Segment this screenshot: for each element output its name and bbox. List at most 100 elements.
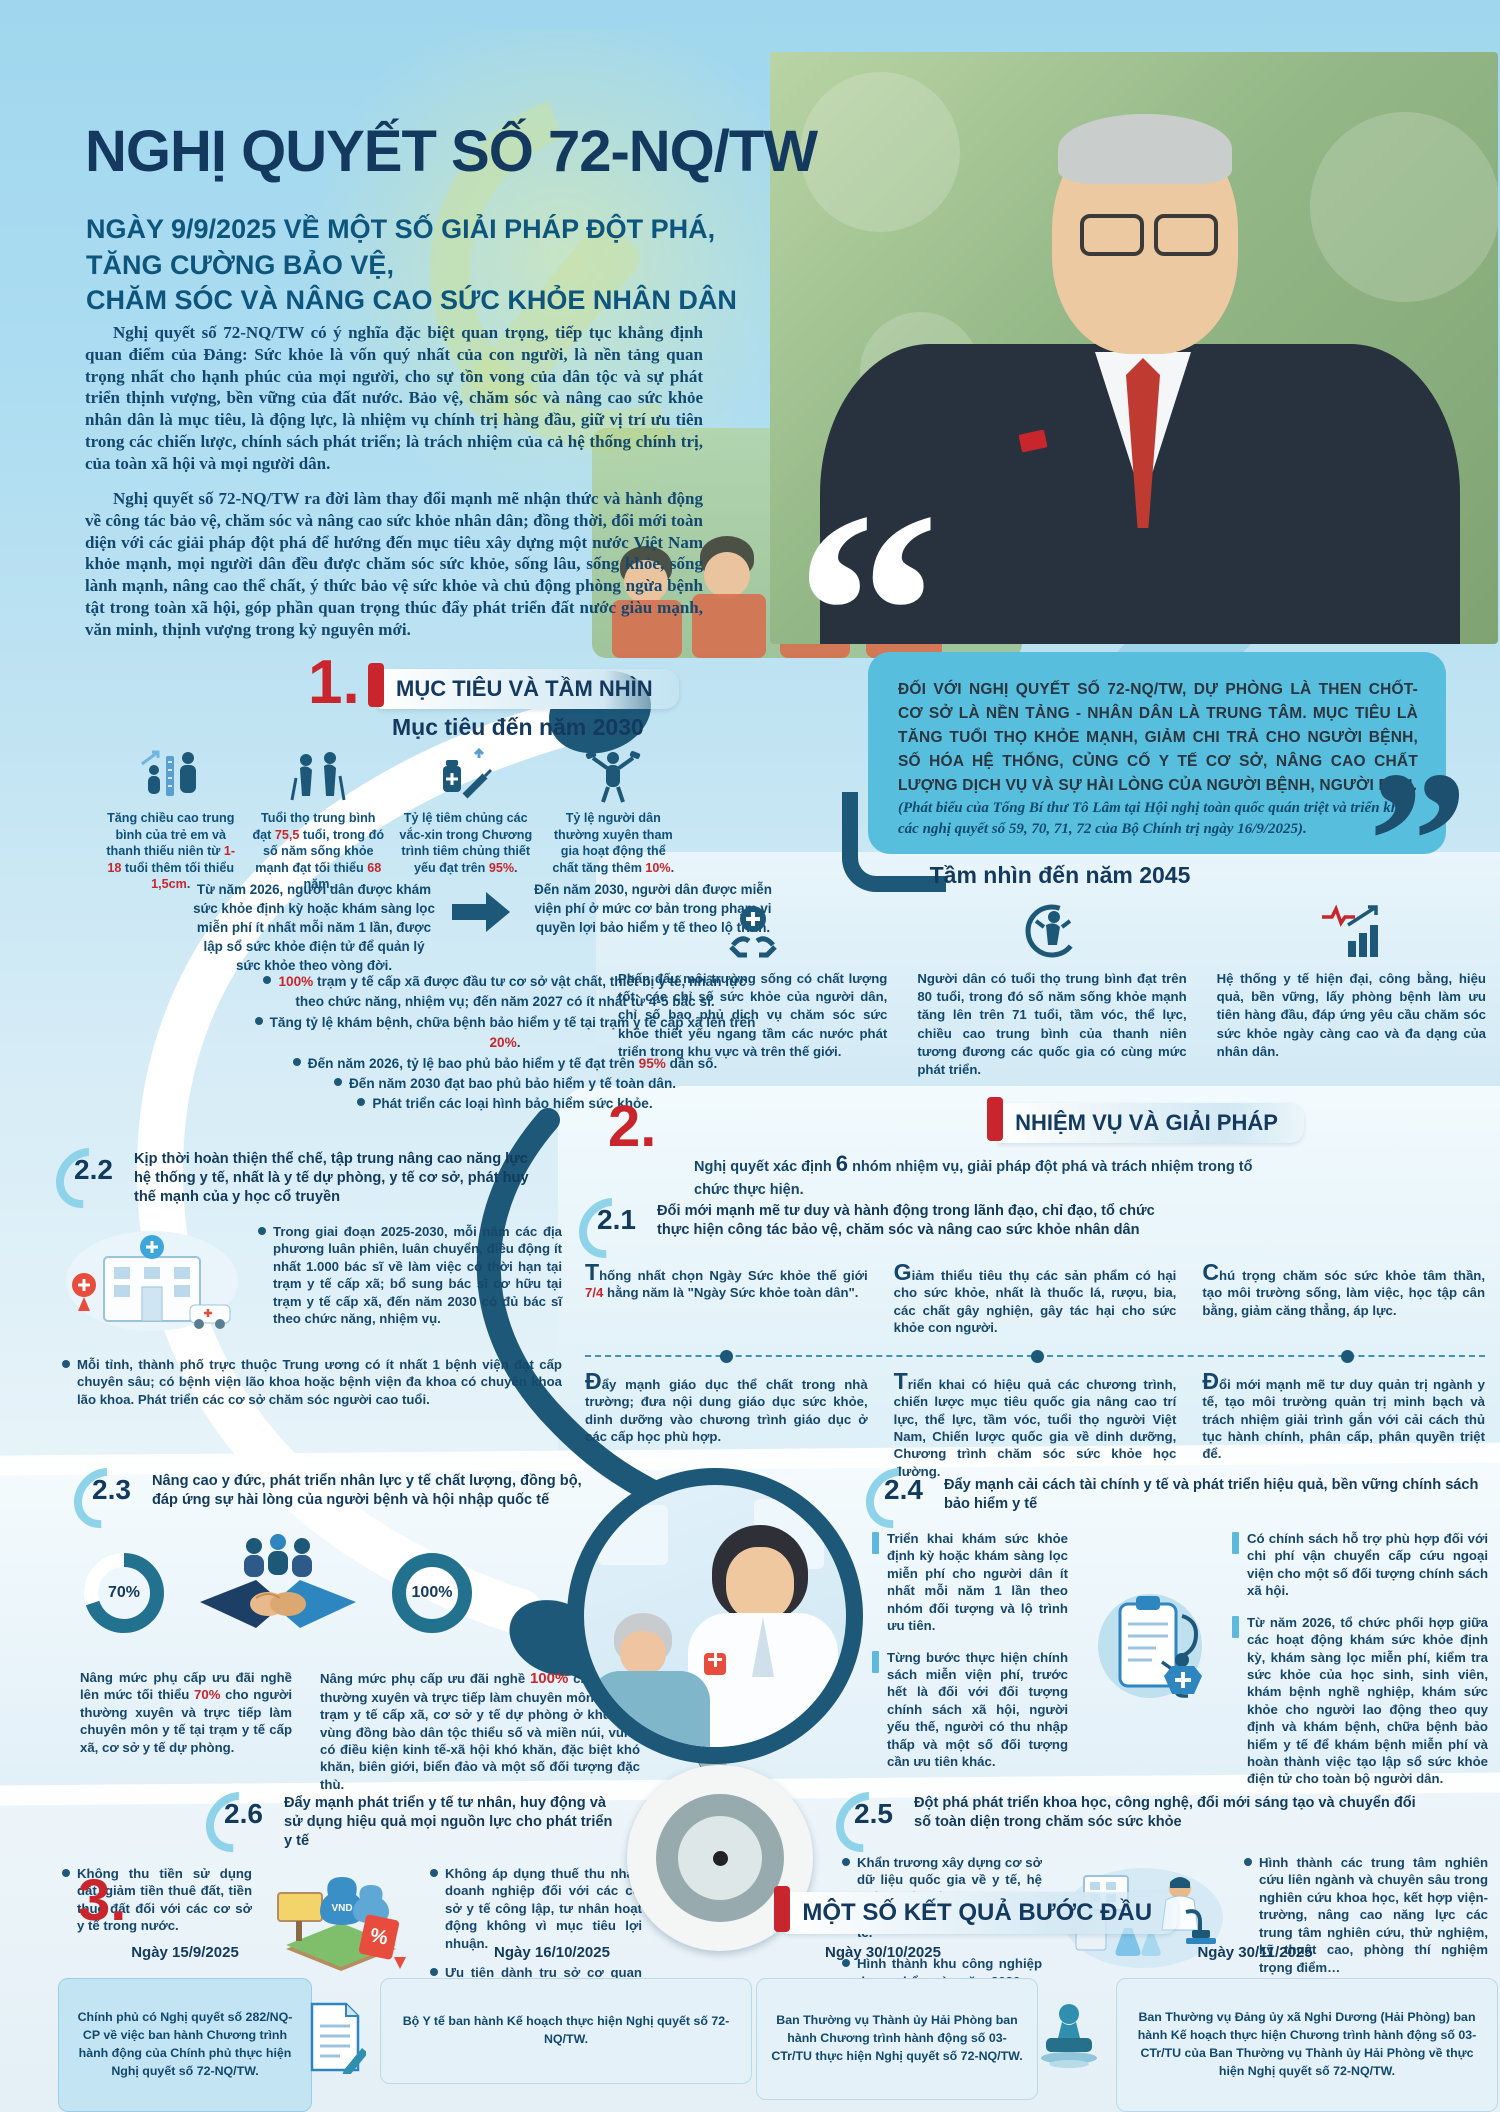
s24-bullet: Từ năm 2026, tổ chức phối hợp giữa các h… xyxy=(1232,1614,1488,1788)
s21-item: Đẩy mạnh giáo dục thể chất trong nhà trư… xyxy=(585,1367,868,1444)
vision-text: Phấn đấu môi trường sống có chất lượng t… xyxy=(618,971,888,1059)
vision-title: Tầm nhìn đến năm 2045 xyxy=(929,862,1191,888)
section3-number: 3. xyxy=(78,1868,127,1933)
quote-text: ĐỐI VỚI NGHỊ QUYẾT SỐ 72-NQ/TW, DỰ PHÒNG… xyxy=(898,681,1418,795)
s24-bullet: Có chính sách hỗ trợ phù hợp đối với chi… xyxy=(1232,1530,1488,1600)
subsection-2-5: 2.5 Đột phá phát triển khoa học, công ng… xyxy=(842,1792,1488,1990)
section3-header: MỘT SỐ KẾT QUẢ BƯỚC ĐẦU xyxy=(774,1886,1179,1934)
vision-panel xyxy=(596,852,1500,1092)
subsection-title: Đột phá phát triển khoa học, công nghệ, … xyxy=(914,1795,1416,1830)
quote-attribution: (Phát biểu của Tổng Bí thư Tô Lâm tại Hộ… xyxy=(898,800,1411,838)
quote-box: ĐỐI VỚI NGHỊ QUYẾT SỐ 72-NQ/TW, DỰ PHÒNG… xyxy=(868,652,1446,855)
glasses-icon xyxy=(1080,214,1218,256)
subsection-2-3: 2.3 Nâng cao y đức, phát triển nhân lực … xyxy=(80,1468,640,1793)
goal-text: Tỷ lệ người dân thường xuyên tham gia ho… xyxy=(552,811,675,875)
doctor-patient-illustration xyxy=(567,1468,863,1764)
health-chart-icon xyxy=(1217,898,1486,964)
goal-item: Tuổi thọ trung bình đạt 75,5 tuổi, trong… xyxy=(252,742,386,893)
medical-cross-hands-icon xyxy=(618,898,887,964)
timeline-date: Ngày 16/10/2025 xyxy=(494,1944,610,1961)
vision-item: Phấn đấu môi trường sống có chất lượng t… xyxy=(618,898,887,1079)
svg-text:%: % xyxy=(368,1924,390,1949)
timeline-box: Ban Thường vụ Đảng ủy xã Nghi Dương (Hải… xyxy=(1116,1978,1498,2112)
subsection-2-4: 2.4 Đẩy mạnh cải cách tài chính y tế và … xyxy=(872,1468,1488,1788)
vision-row: Phấn đấu môi trường sống có chất lượng t… xyxy=(618,898,1486,1079)
badge-2-3: 2.3 xyxy=(80,1468,138,1518)
vision-item: Người dân có tuổi thọ trung bình đạt trê… xyxy=(917,898,1187,1079)
vaccine-icon xyxy=(399,742,533,804)
s21-item: Chú trọng chăm sóc sức khỏe tâm thần, tạ… xyxy=(1202,1259,1486,1318)
timeline-box: Ban Thường vụ Thành ủy Hải Phòng ban hàn… xyxy=(756,1978,1038,2100)
exercise-icon xyxy=(547,742,681,804)
goals-row: Tăng chiều cao trung bình của trẻ em và … xyxy=(104,742,680,893)
dotted-divider xyxy=(585,1349,1485,1363)
subsection-title: Kịp thời hoàn thiện thể chế, tập trung n… xyxy=(134,1151,529,1205)
money-land-icon: VND% xyxy=(266,1865,416,1982)
s21-row1: Thống nhất chọn Ngày Sức khỏe thế giới 7… xyxy=(585,1259,1486,1337)
s22-bullet: Mỗi tỉnh, thành phố trực thuộc Trung ươn… xyxy=(62,1356,562,1408)
vision-text: Người dân có tuổi thọ trung bình đạt trê… xyxy=(917,971,1187,1078)
goal-text: Tỷ lệ tiêm chủng các vắc-xin trong Chươn… xyxy=(399,811,533,875)
subsection-2-1: 2.1 Đổi mới mạnh mẽ tư duy và hành động … xyxy=(585,1198,1485,1480)
subsection-title: Đẩy mạnh phát triển y tế tư nhân, huy độ… xyxy=(284,1795,613,1849)
timeline-date: Ngày 30/11/2025 xyxy=(1197,1944,1313,1961)
section1-header: MỤC TIÊU VÀ TẦM NHÌN xyxy=(368,663,679,709)
section2-intro: Nghị quyết xác định 6 nhóm nhiệm vụ, giả… xyxy=(694,1151,1253,1198)
timeline-date: Ngày 30/10/2025 xyxy=(825,1944,941,1961)
svg-text:VND: VND xyxy=(331,1903,352,1914)
badge-2-5: 2.5 xyxy=(842,1792,900,1842)
s26-bullet: Không thu tiền sử dụng đất, giảm tiền th… xyxy=(62,1865,252,1935)
page-title: NGHỊ QUYẾT SỐ 72-NQ/TW xyxy=(85,119,818,184)
donut-100-icon: 100% xyxy=(388,1549,476,1637)
timeline-box: Bộ Y tế ban hành Kế hoạch thực hiện Nghị… xyxy=(380,1978,752,2084)
portrait-photo xyxy=(770,52,1498,644)
s21-item: Giảm thiểu tiêu thụ các sản phẩm có hại … xyxy=(893,1259,1177,1336)
goal-item: Tỷ lệ tiêm chủng các vắc-xin trong Chươn… xyxy=(399,742,533,893)
badge-2-6: 2.6 xyxy=(212,1792,270,1842)
hospital-icon xyxy=(62,1223,242,1340)
vision-text: Hệ thống y tế hiện đại, công bằng, hiệu … xyxy=(1216,971,1486,1059)
subsection-title: Đẩy mạnh cải cách tài chính y tế và phát… xyxy=(944,1477,1479,1512)
arrow-right-icon xyxy=(452,892,512,932)
open-quote-icon: “ xyxy=(795,452,940,773)
s24-bullet: Triển khai khám sức khỏe định kỳ hoặc kh… xyxy=(872,1530,1068,1635)
section1-subtitle: Mục tiêu đến năm 2030 xyxy=(392,714,644,740)
s25-bullet: Hình thành các trung tâm nghiên cứu liên… xyxy=(1244,1854,1488,1976)
s21-item: Triển khai có hiệu quả các chương trình,… xyxy=(893,1367,1177,1479)
face xyxy=(1052,114,1238,354)
page-subtitle: NGÀY 9/9/2025 VỀ MỘT SỐ GIẢI PHÁP ĐỘT PH… xyxy=(86,214,737,316)
goal-item: Tăng chiều cao trung bình của trẻ em và … xyxy=(104,742,238,893)
stamp-icon xyxy=(1036,2002,1102,2077)
height-growth-icon xyxy=(104,742,238,804)
close-quote-icon: ” xyxy=(1368,731,1468,952)
s23-text-70: Nâng mức phụ cấp ưu đãi nghề lên mức tối… xyxy=(80,1670,292,1755)
s22-bullet: Trong giai đoạn 2025-2030, mỗi năm các đ… xyxy=(258,1223,562,1328)
section2-header: NHIỆM VỤ VÀ GIẢI PHÁP xyxy=(987,1097,1304,1143)
s26-bullet: Không áp dụng thuế thu nhập doanh nghiệp… xyxy=(430,1865,642,1952)
badge-2-2: 2.2 xyxy=(62,1148,120,1198)
donut-70-icon: 70% xyxy=(80,1549,168,1637)
handshake-icon xyxy=(198,1532,358,1653)
timeline-box: Chính phủ có Nghị quyết số 282/NQ-CP về … xyxy=(58,1978,312,2112)
s21-item: Thống nhất chọn Ngày Sức khỏe thế giới 7… xyxy=(585,1259,868,1301)
quote-corner-accent xyxy=(842,792,946,892)
badge-2-4: 2.4 xyxy=(872,1468,930,1518)
section21-panel xyxy=(558,1086,1500,1458)
s21-row2: Đẩy mạnh giáo dục thể chất trong nhà trư… xyxy=(585,1367,1485,1481)
intro-paragraph-2: Nghị quyết số 72-NQ/TW ra đời làm thay đ… xyxy=(85,489,703,639)
vision-item: Hệ thống y tế hiện đại, công bằng, hiệu … xyxy=(1217,898,1486,1079)
document-icon xyxy=(304,2000,368,2079)
strong-body-icon xyxy=(917,898,1186,964)
medical-clipboard-icon xyxy=(1086,1586,1214,1709)
goal-item: Tỷ lệ người dân thường xuyên tham gia ho… xyxy=(547,742,681,893)
section2-number: 2. xyxy=(608,1094,657,1159)
badge-2-1: 2.1 xyxy=(585,1198,643,1248)
subsection-2-2: 2.2 Kịp thời hoàn thiện thể chế, tập tru… xyxy=(62,1148,562,1408)
milestone-2026: Từ năm 2026, người dân được khám sức khỏ… xyxy=(193,882,435,974)
s24-bullet: Từng bước thực hiện chính sách miễn viện… xyxy=(872,1649,1068,1771)
subsection-title: Nâng cao y đức, phát triển nhân lực y tế… xyxy=(152,1473,582,1508)
intro-paragraph-1: Nghị quyết số 72-NQ/TW có ý nghĩa đặc bi… xyxy=(85,323,703,473)
subsection-title: Đổi mới mạnh mẽ tư duy và hành động tron… xyxy=(657,1203,1155,1238)
list-item: Phát triển các loại hình bảo hiểm sức kh… xyxy=(250,1094,760,1114)
